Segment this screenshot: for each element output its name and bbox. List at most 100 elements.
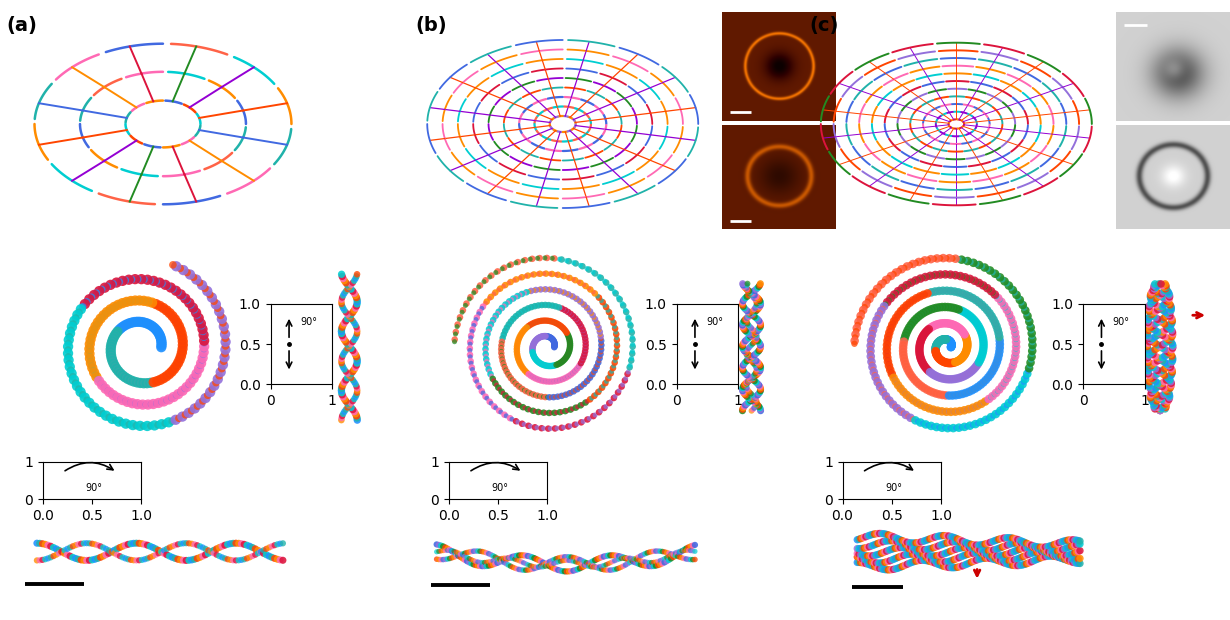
Point (1162, 358, 1182, 368)
Point (926, 345, 946, 355)
Point (546, 554, 566, 564)
Point (738, 344, 758, 354)
Point (619, 312, 638, 322)
Point (164, 364, 183, 374)
Point (952, 272, 972, 281)
Point (529, 391, 549, 401)
Point (557, 255, 577, 265)
Point (1146, 306, 1166, 316)
Point (1020, 549, 1039, 559)
Point (333, 273, 353, 283)
Point (889, 405, 909, 415)
Point (918, 255, 937, 265)
Point (1010, 544, 1030, 554)
Point (894, 334, 914, 343)
Point (335, 365, 354, 374)
Point (523, 341, 542, 351)
Point (519, 369, 539, 379)
Point (932, 549, 952, 559)
Point (1041, 549, 1060, 559)
Point (893, 349, 913, 359)
Point (738, 319, 758, 329)
Point (448, 319, 467, 329)
Point (926, 405, 946, 415)
Point (1022, 329, 1042, 339)
Point (942, 340, 962, 350)
Point (935, 302, 954, 312)
Point (515, 403, 535, 413)
Point (590, 406, 610, 416)
Point (657, 547, 677, 557)
Point (551, 358, 571, 368)
Point (904, 557, 924, 567)
Point (347, 411, 367, 421)
Point (514, 326, 534, 335)
Point (429, 546, 449, 556)
Point (579, 559, 599, 569)
Point (919, 544, 938, 554)
Point (343, 308, 363, 317)
Point (583, 411, 603, 421)
Point (959, 311, 979, 321)
Point (556, 352, 576, 362)
Point (538, 561, 557, 571)
Point (915, 329, 935, 339)
Point (1141, 335, 1161, 345)
Point (1161, 312, 1181, 322)
Point (524, 350, 544, 360)
Point (961, 292, 980, 302)
Point (1160, 391, 1180, 401)
Point (453, 305, 472, 315)
Point (121, 398, 140, 408)
Point (567, 384, 587, 394)
Point (486, 288, 506, 298)
Point (469, 546, 488, 556)
Point (747, 313, 766, 323)
Point (877, 565, 897, 575)
Point (1053, 536, 1073, 546)
Point (959, 387, 979, 397)
Point (460, 339, 480, 349)
Point (69, 539, 89, 549)
Point (1148, 353, 1167, 363)
Point (1010, 295, 1030, 305)
Point (1070, 539, 1090, 549)
Point (931, 319, 951, 329)
Point (476, 341, 496, 351)
Point (863, 551, 883, 560)
Point (181, 300, 200, 310)
Point (936, 334, 956, 344)
Point (585, 389, 605, 399)
Point (1138, 327, 1157, 337)
Point (336, 405, 355, 415)
Point (866, 550, 886, 560)
Point (941, 339, 961, 348)
Point (172, 329, 192, 339)
Point (743, 390, 763, 400)
Point (950, 406, 969, 416)
Point (733, 344, 753, 354)
Point (1155, 358, 1175, 368)
Point (151, 337, 171, 347)
Point (529, 301, 549, 311)
Point (968, 319, 988, 329)
Point (522, 286, 541, 296)
Point (465, 371, 485, 381)
Point (127, 538, 146, 548)
Point (994, 556, 1014, 566)
Point (877, 536, 897, 546)
Point (861, 291, 881, 301)
Point (544, 336, 563, 346)
Point (996, 541, 1016, 551)
Point (571, 320, 590, 330)
Point (616, 553, 636, 563)
Point (466, 314, 486, 324)
Point (985, 544, 1005, 554)
Point (1141, 373, 1161, 383)
Point (1145, 326, 1165, 335)
Point (485, 402, 504, 412)
Point (170, 355, 189, 365)
Point (157, 395, 177, 405)
Point (994, 541, 1014, 551)
Point (166, 262, 186, 272)
